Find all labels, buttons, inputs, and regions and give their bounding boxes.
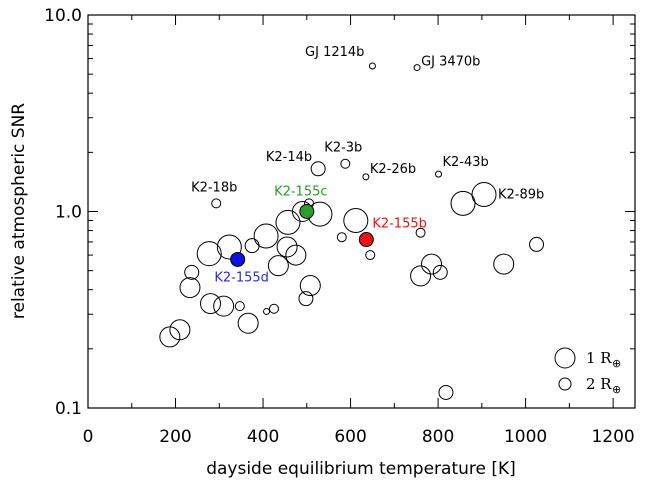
legend-label: 1 R	[586, 349, 612, 367]
y-axis-title: relative atmospheric SNR	[9, 103, 29, 319]
data-point	[237, 312, 259, 334]
point-k2-155d	[230, 251, 246, 267]
legend-subscript: ⊕	[612, 357, 621, 370]
point-label: GJ 3470b	[421, 55, 480, 70]
tick-layer: 0 200 400 600 800 1000 1200 0.1 1.0 10.0	[44, 6, 635, 447]
point-k2-155c	[299, 204, 315, 219]
data-point	[421, 253, 443, 275]
point-label: K2-3b	[324, 141, 362, 156]
legend-marker	[558, 377, 572, 391]
point-label: K2-43b	[443, 155, 489, 170]
data-point	[438, 384, 454, 400]
y-tick-label: 0.1	[55, 399, 82, 419]
point-k2-3b	[340, 158, 351, 169]
point-k2-26b	[362, 173, 370, 181]
data-point	[169, 319, 191, 341]
data-point	[179, 277, 201, 299]
data-point	[275, 209, 301, 235]
legend-label: 2 R	[586, 375, 612, 393]
data-point	[298, 291, 314, 307]
data-point	[184, 264, 200, 280]
point-k2-155b	[358, 232, 374, 248]
point-k2-89b	[471, 182, 497, 208]
data-point	[244, 238, 260, 254]
data-point	[268, 303, 279, 314]
y-tick-label: 1.0	[55, 203, 82, 223]
data-point	[253, 223, 279, 249]
point-label: K2-89b	[498, 188, 544, 203]
point-k2-43b	[435, 170, 443, 178]
legend-subscript: ⊕	[612, 383, 621, 396]
data-point	[529, 236, 545, 252]
data-point	[276, 236, 298, 258]
x-tick-label: 800	[422, 427, 454, 447]
point-label: K2-155c	[274, 185, 327, 200]
x-tick-label: 1200	[591, 427, 634, 447]
x-tick-label: 1000	[504, 427, 547, 447]
points-layer	[159, 62, 545, 400]
legend: 1 R ⊕2 R ⊕	[554, 347, 621, 396]
data-point	[200, 293, 222, 315]
legend-marker	[554, 347, 576, 369]
data-point	[263, 307, 271, 315]
point-label: K2-155b	[372, 217, 427, 232]
point-label: K2-155d	[214, 270, 269, 285]
point-label: K2-26b	[370, 162, 416, 177]
data-point	[432, 264, 448, 280]
x-axis-title: dayside equilibrium temperature [K]	[206, 459, 516, 479]
data-point	[216, 234, 242, 260]
data-point	[415, 227, 426, 238]
data-point	[410, 265, 432, 287]
y-tick-label: 10.0	[44, 6, 82, 26]
data-point	[267, 255, 289, 277]
data-point	[493, 253, 515, 275]
point-label: K2-18b	[191, 180, 237, 195]
point-label: GJ 1214b	[305, 45, 364, 60]
point-gj-3470b	[413, 64, 421, 72]
point-gj-1214b	[368, 62, 376, 70]
data-point	[343, 207, 369, 233]
plot-frame	[87, 14, 636, 409]
x-tick-label: 200	[159, 427, 191, 447]
x-tick-label: 400	[247, 427, 279, 447]
data-point	[336, 232, 347, 243]
data-point	[196, 241, 222, 267]
data-point	[285, 244, 307, 266]
data-point	[234, 301, 245, 312]
point-k2-14b	[310, 161, 326, 177]
point-labels-layer: GJ 1214b GJ 3470b K2-18b K2-14b K2-3b K2-26b K…	[191, 45, 544, 285]
data-point	[365, 250, 376, 261]
data-point	[213, 295, 235, 317]
data-point	[299, 275, 321, 297]
point-label: K2-14b	[266, 150, 312, 165]
x-tick-label: 600	[334, 427, 366, 447]
x-tick-label: 0	[83, 427, 94, 447]
data-point	[450, 190, 476, 216]
point-k2-18b	[211, 198, 222, 209]
